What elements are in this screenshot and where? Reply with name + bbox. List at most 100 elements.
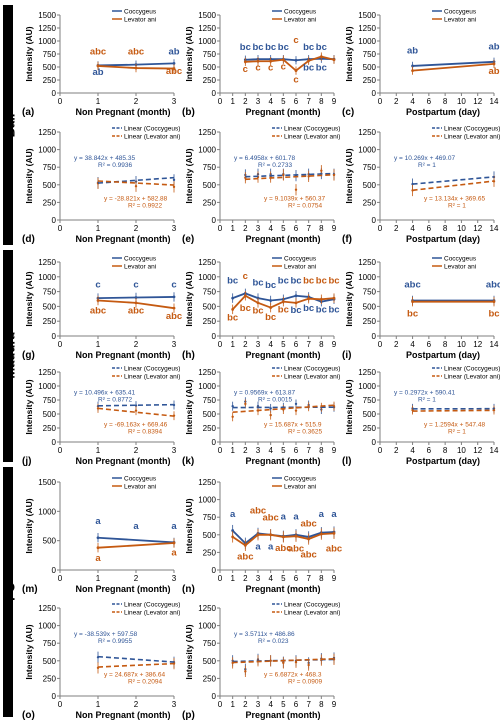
x-tick-label: 3 [172, 97, 177, 106]
x-tick-label: 3 [256, 446, 261, 455]
y-tick-label: 500 [363, 63, 377, 72]
y-tick-label: 0 [52, 216, 57, 225]
data-point [411, 64, 414, 68]
y-axis-label: Intensity (AU) [24, 148, 34, 203]
significance-letter: bc [265, 42, 276, 53]
y-tick-label: 250 [363, 198, 377, 207]
y-tick-label: 0 [52, 438, 57, 447]
data-point [269, 413, 272, 417]
significance-letter: ab [407, 45, 418, 56]
y-tick-label: 1250 [358, 258, 376, 267]
x-axis-label: Postpartum (day) [406, 107, 480, 117]
y-tick-label: 750 [363, 50, 377, 59]
data-point [294, 69, 298, 73]
chart-panel-l: 0 250 500 750 1000 1250 0 2 4 6 8 10 12 14 Postpartum … [342, 366, 500, 468]
x-tick-label: 2 [134, 446, 139, 455]
trendline-levator-ani [97, 407, 175, 417]
trend-equation: y = -28.821x + 582.88 [104, 196, 168, 203]
data-point [243, 60, 247, 64]
data-point [320, 169, 323, 172]
legend-entry: Linear (Levator ani) [284, 610, 340, 617]
data-point [281, 300, 285, 304]
y-tick-label: 1000 [198, 622, 216, 631]
significance-letter: bc [278, 275, 289, 286]
x-tick-label: 1 [96, 574, 101, 583]
significance-letter: ab [92, 67, 103, 78]
y-tick-label: 1250 [198, 258, 216, 267]
data-point [492, 300, 496, 304]
x-tick-label: 2 [134, 224, 139, 233]
y-tick-label: 1250 [198, 368, 216, 377]
trend-r2: R² = 0.2733 [258, 162, 293, 169]
data-point [96, 299, 100, 302]
y-tick-label: 750 [43, 396, 57, 405]
x-tick-label: 14 [490, 340, 499, 349]
chart-panel-i: 0 250 500 750 1000 1250 0 2 4 6 8 10 12 14 Postpartum … [342, 256, 500, 362]
y-tick-label: 500 [43, 302, 57, 311]
significance-letter: bc [316, 42, 327, 53]
y-tick-label: 250 [43, 76, 57, 85]
y-tick-label: 500 [203, 531, 217, 540]
x-tick-label: 10 [457, 97, 466, 106]
significance-letter: abc [166, 311, 182, 322]
significance-letter: abc [90, 306, 106, 317]
significance-letter: bc [303, 303, 314, 314]
y-tick-label: 1250 [38, 128, 56, 137]
y-tick-label: 250 [203, 548, 217, 557]
x-tick-label: 8 [443, 446, 448, 455]
y-tick-label: 1500 [358, 11, 376, 20]
panel-label: (d) [22, 234, 35, 245]
x-tick-label: 8 [443, 224, 448, 233]
trend-equation: y = -38.539x + 597.58 [74, 631, 138, 638]
x-tick-label: 0 [58, 97, 63, 106]
y-tick-label: 500 [363, 302, 377, 311]
significance-letter: bc [407, 308, 418, 319]
y-tick-label: 750 [363, 163, 377, 172]
x-tick-label: 6 [294, 97, 299, 106]
x-tick-label: 2 [243, 340, 248, 349]
panel-label: (c) [342, 107, 354, 118]
x-tick-label: 12 [473, 97, 482, 106]
x-tick-label: 8 [319, 700, 324, 709]
significance-letter: abc [300, 518, 316, 529]
x-tick-label: 0 [378, 224, 383, 233]
data-point [282, 173, 285, 177]
x-tick-label: 2 [134, 700, 139, 709]
significance-letter: ab [488, 66, 499, 77]
data-point [269, 299, 273, 302]
y-tick-label: 1000 [198, 37, 216, 46]
x-tick-label: 2 [394, 446, 399, 455]
x-tick-label: 9 [332, 446, 337, 455]
x-tick-label: 3 [172, 574, 177, 583]
legend-entry: Linear (Levator ani) [284, 134, 340, 141]
trend-equation: y = 3.5711x + 486.86 [234, 631, 295, 638]
x-tick-label: 1 [96, 446, 101, 455]
trend-r2: R² = 0.9922 [128, 203, 163, 210]
significance-letter: c [293, 75, 298, 86]
trend-r2: R² = 0.023 [258, 638, 289, 645]
trend-equation: y = -69.163x + 669.46 [104, 422, 168, 429]
significance-letter: a [133, 521, 139, 532]
y-tick-label: 1000 [198, 382, 216, 391]
y-tick-label: 1000 [38, 273, 56, 282]
data-point [172, 67, 176, 70]
x-tick-label: 3 [172, 340, 177, 349]
x-tick-label: 4 [268, 446, 273, 455]
legend-entry: Levator ani [124, 17, 156, 24]
trend-r2: R² = 1 [448, 429, 466, 436]
data-point [172, 541, 176, 545]
panel-label: (a) [22, 107, 34, 118]
y-tick-label: 500 [43, 410, 57, 419]
group-label-bali: Bali [2, 113, 18, 138]
x-tick-label: 5 [281, 700, 286, 709]
x-tick-label: 8 [319, 574, 324, 583]
panel-label: (g) [22, 350, 35, 361]
legend-entry: Levator ani [444, 17, 476, 24]
x-tick-label: 2 [394, 97, 399, 106]
data-point [294, 301, 298, 305]
data-point [294, 294, 298, 298]
x-tick-label: 4 [268, 574, 273, 583]
y-tick-label: 1250 [198, 604, 216, 613]
